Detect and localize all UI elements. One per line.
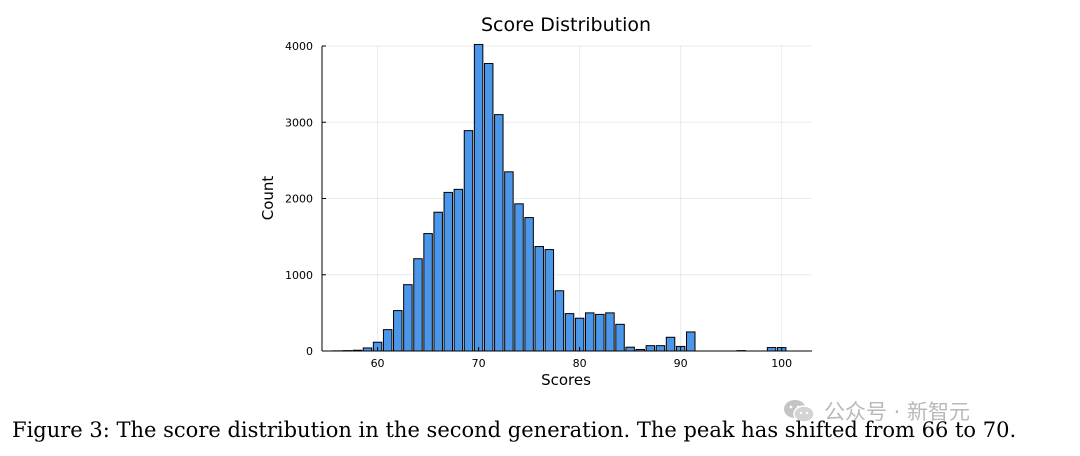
histogram-bar: [766, 347, 777, 352]
histogram-bar: [615, 323, 625, 352]
y-axis-label: Count: [259, 176, 277, 221]
histogram-bar: [665, 336, 676, 352]
histogram-bar: [453, 188, 464, 352]
histogram-bar: [655, 345, 666, 352]
histogram-bar: [443, 191, 454, 352]
histogram-bar: [393, 310, 403, 352]
bar-series: [332, 43, 787, 352]
figure-caption: Figure 3: The score distribution in the …: [12, 418, 1017, 442]
histogram-bar: [403, 284, 413, 352]
score-distribution-chart: Score Distribution 60 70 80 90 1000100020003…: [259, 14, 812, 389]
x-axis-label: Scores: [541, 371, 591, 389]
y-tick-label: 3000: [285, 116, 313, 129]
histogram-bar: [544, 249, 555, 352]
histogram-bar: [504, 171, 514, 352]
x-tick-label: 80: [573, 357, 587, 370]
histogram-bar: [645, 345, 656, 352]
y-tick-label: 4000: [285, 40, 313, 53]
histogram-bar: [625, 346, 635, 352]
histogram-bar: [382, 329, 393, 352]
histogram-bar: [686, 331, 696, 352]
histogram-bar: [554, 290, 565, 352]
x-tick-label: 60: [371, 357, 385, 370]
histogram-bar: [413, 258, 423, 352]
wechat-icon: [784, 400, 815, 423]
chart-title: Score Distribution: [481, 14, 651, 36]
histogram-bar: [473, 43, 484, 352]
histogram-bar: [494, 114, 504, 352]
histogram-bar: [524, 217, 534, 352]
axes: [321, 45, 812, 352]
histogram-bar: [605, 312, 615, 352]
histogram-bar: [433, 211, 443, 352]
y-tick-label: 2000: [285, 193, 313, 206]
grid-lines: [322, 45, 812, 352]
histogram-bar: [463, 130, 474, 352]
histogram-bar: [423, 233, 433, 352]
histogram-bar: [564, 313, 575, 352]
histogram-bar: [534, 246, 544, 352]
y-tick-label: 1000: [285, 269, 313, 282]
histogram-bar: [584, 312, 595, 352]
histogram-bar: [595, 313, 605, 352]
watermark: 公众号 · 新智元: [782, 396, 970, 426]
x-tick-label: 100: [771, 357, 792, 370]
histogram-bar: [514, 203, 524, 352]
histogram-bar: [483, 63, 494, 352]
watermark-text: 公众号 · 新智元: [824, 400, 971, 424]
y-tick-label: 0: [306, 345, 313, 358]
x-tick-label: 90: [674, 357, 688, 370]
histogram-bar: [574, 317, 585, 352]
x-tick-label: 70: [472, 357, 486, 370]
